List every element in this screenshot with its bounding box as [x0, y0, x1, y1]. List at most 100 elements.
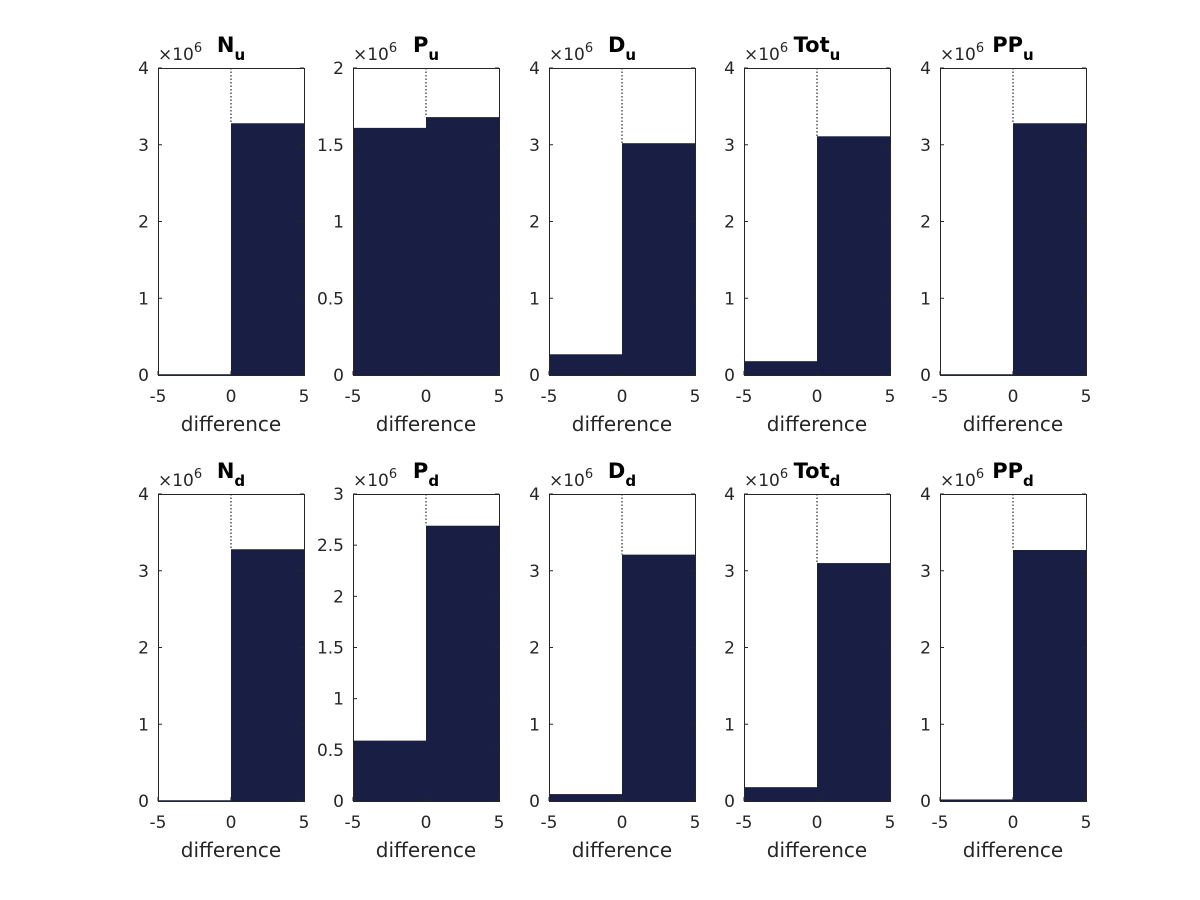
x-tick-label: 5 [299, 387, 310, 407]
y-multiplier-base: ×10 [940, 45, 976, 65]
y-multiplier-base: ×10 [353, 45, 389, 65]
histogram-bar-0 [353, 740, 426, 801]
x-tick-label: 5 [494, 387, 505, 407]
subplot-title-subscript: u [234, 46, 245, 64]
subplot-title-main: N [217, 33, 235, 57]
y-multiplier: ×106 [353, 467, 397, 491]
subplot-title: Totd [794, 459, 841, 490]
x-tick-label: -5 [736, 387, 753, 407]
x-tick-label: -5 [932, 387, 949, 407]
y-multiplier: ×106 [940, 467, 984, 491]
subplot-title: Pu [413, 33, 439, 64]
x-tick-label: -5 [541, 387, 558, 407]
y-multiplier: ×106 [549, 41, 593, 65]
histogram-bar-1 [1013, 550, 1086, 801]
histogram-bar-0 [744, 787, 817, 801]
y-tick-label: 0 [724, 366, 735, 386]
y-tick-label: 0.5 [317, 741, 344, 761]
x-tick-label: -5 [150, 387, 167, 407]
y-tick-label: 0 [920, 366, 931, 386]
y-multiplier-exponent: 6 [976, 41, 984, 56]
subplot-title-main: N [217, 459, 235, 483]
x-tick-label: 0 [812, 387, 823, 407]
x-axis-label: difference [963, 838, 1063, 862]
subplot-title-subscript: u [1023, 46, 1034, 64]
y-tick-label: 2 [333, 59, 344, 79]
histogram-bar-0 [158, 374, 231, 375]
y-multiplier-exponent: 6 [389, 467, 397, 482]
y-tick-label: 0 [333, 366, 344, 386]
subplot-title: Du [608, 33, 636, 64]
y-tick-label: 2 [724, 213, 735, 233]
subplot-title-main: PP [992, 459, 1023, 483]
y-multiplier-base: ×10 [549, 471, 585, 491]
y-multiplier-exponent: 6 [389, 41, 397, 56]
subplot-title-subscript: u [830, 46, 841, 64]
y-tick-label: 0 [333, 792, 344, 812]
y-tick-label: 3 [724, 136, 735, 156]
subplot-title-subscript: u [428, 46, 439, 64]
y-tick-label: 4 [529, 485, 540, 505]
histogram-bar-1 [622, 143, 695, 375]
subplot-title: PPd [992, 459, 1034, 490]
y-tick-label: 2 [920, 639, 931, 659]
subplot-title-main: Tot [794, 33, 830, 57]
y-tick-label: 1 [529, 289, 540, 309]
subplot-title-main: P [413, 33, 428, 57]
y-tick-label: 3 [138, 562, 149, 582]
subplot-title-subscript: d [234, 472, 245, 490]
y-multiplier: ×106 [549, 467, 593, 491]
subplot-title: Pd [413, 459, 439, 490]
x-tick-label: -5 [932, 813, 949, 833]
subplot-title-subscript: d [625, 472, 636, 490]
x-tick-label: 0 [421, 813, 432, 833]
x-tick-label: 0 [812, 813, 823, 833]
y-multiplier-exponent: 6 [585, 41, 593, 56]
x-tick-label: -5 [345, 813, 362, 833]
subplot-title-main: PP [992, 33, 1023, 57]
x-tick-label: 5 [299, 813, 310, 833]
y-tick-label: 2 [920, 213, 931, 233]
x-tick-label: -5 [736, 813, 753, 833]
y-multiplier-base: ×10 [940, 471, 976, 491]
y-tick-label: 1 [724, 715, 735, 735]
y-tick-label: 0 [529, 366, 540, 386]
x-tick-label: 5 [885, 813, 896, 833]
y-tick-label: 1.5 [317, 639, 344, 659]
y-tick-label: 4 [529, 59, 540, 79]
y-tick-label: 4 [138, 59, 149, 79]
y-multiplier-base: ×10 [158, 45, 194, 65]
x-tick-label: -5 [345, 387, 362, 407]
x-axis-label: difference [572, 838, 672, 862]
y-tick-label: 0 [920, 792, 931, 812]
y-tick-label: 1 [529, 715, 540, 735]
x-tick-label: 5 [885, 387, 896, 407]
y-tick-label: 3 [529, 562, 540, 582]
subplot-title-main: P [413, 459, 428, 483]
x-tick-label: -5 [541, 813, 558, 833]
y-tick-label: 3 [920, 136, 931, 156]
y-tick-label: 1.5 [317, 136, 344, 156]
subplot-title-subscript: d [830, 472, 841, 490]
x-tick-label: 5 [690, 387, 701, 407]
y-multiplier-exponent: 6 [194, 467, 202, 482]
y-multiplier-exponent: 6 [780, 41, 788, 56]
y-multiplier: ×106 [744, 41, 788, 65]
histogram-bar-1 [231, 123, 304, 375]
x-tick-label: 5 [690, 813, 701, 833]
y-multiplier: ×106 [744, 467, 788, 491]
y-tick-label: 3 [529, 136, 540, 156]
x-tick-label: 0 [617, 387, 628, 407]
y-tick-label: 2 [529, 213, 540, 233]
x-tick-label: -5 [150, 813, 167, 833]
y-multiplier-exponent: 6 [780, 467, 788, 482]
histogram-bar-1 [231, 549, 304, 801]
y-tick-label: 4 [724, 59, 735, 79]
y-multiplier-exponent: 6 [585, 467, 593, 482]
x-axis-label: difference [767, 838, 867, 862]
x-tick-label: 5 [1081, 387, 1092, 407]
